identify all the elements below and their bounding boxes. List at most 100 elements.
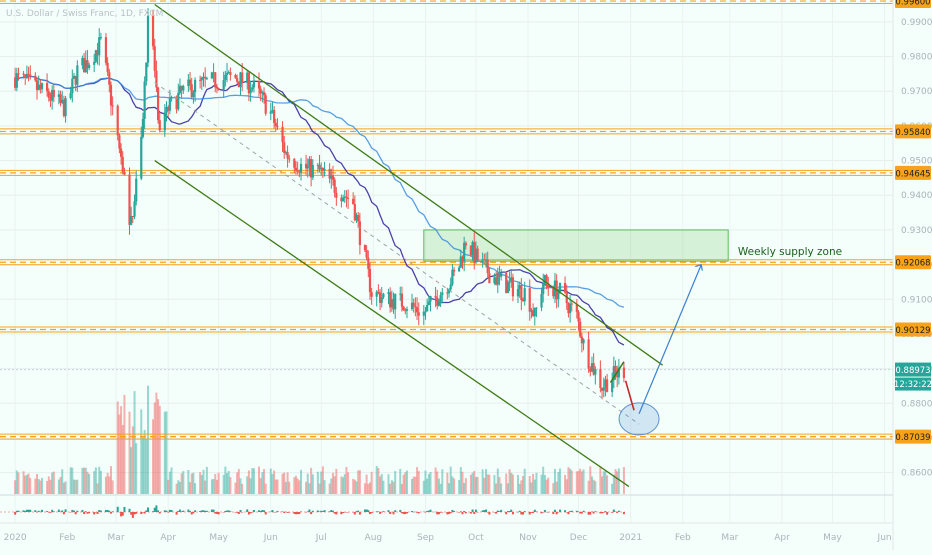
oscillator-bar [65,509,67,512]
candle-body [564,283,566,293]
candle-body [159,120,161,130]
volume-bar [17,473,19,494]
candle-body [283,142,285,153]
volume-bar [76,480,78,494]
candle-body [557,292,559,299]
oscillator-bar [171,510,173,512]
candle-body [286,152,288,158]
oscillator-bar [522,512,524,515]
candle-body [29,75,31,76]
volume-bar [623,467,625,494]
candle-body [440,295,442,303]
candle-body [122,157,124,172]
x-tick-label: Apr [160,533,176,543]
candle-body [357,215,359,221]
candle-body [441,292,443,295]
oscillator-bar [359,512,361,515]
candle-body [155,71,157,88]
x-tick-label: May [209,533,228,543]
oscillator-bar [246,509,248,512]
volume-bar [488,475,490,494]
volume-bar [382,481,384,494]
volume-bar [441,469,443,494]
candle-body [120,149,122,157]
oscillator-bar [63,512,65,514]
candle-body [588,339,590,368]
volume-bar [159,406,161,494]
candle-body [117,106,119,135]
oscillator-bar [83,512,85,514]
oscillator-bar [473,512,475,514]
x-tick-label: 2020 [4,533,27,543]
candle-body [569,304,571,314]
candle-body [335,193,337,198]
candle-body [534,308,536,316]
candle-body [112,105,114,106]
volume-bar [171,467,173,494]
oscillator-bar [29,510,31,512]
volume-bar [123,395,125,494]
candle-body [53,90,55,97]
candle-body [144,81,146,119]
x-tick-label: Dec [570,533,587,543]
candle-body [359,221,361,245]
candle-body [414,306,416,307]
volume-bar [535,473,537,494]
candle-body [192,92,194,97]
candle-body [606,379,608,392]
candle-body [201,78,203,81]
candle-body [334,180,336,193]
oscillator-bar [75,512,77,514]
volume-bar [65,481,67,494]
x-tick-label: Jun [877,533,892,543]
candle-body [413,303,415,307]
oscillator-bar [335,512,337,514]
level-price-text: 0.99600 [895,0,930,8]
candle-body [123,172,125,174]
candle-body [182,86,184,91]
volume-bar [477,477,479,494]
candle-body [520,285,522,300]
volume-bar [276,479,278,494]
candle-body [540,294,542,308]
volume-bar [253,468,255,494]
volume-bar [418,471,420,494]
candle-body [571,304,573,305]
candle-body [382,294,384,297]
candle-body [41,83,43,89]
candle-body [458,268,460,272]
candle-body [170,97,172,98]
volume-bar [206,467,208,494]
x-tick-label: Feb [59,533,75,543]
candle-body [70,93,72,98]
oscillator-bar [406,512,408,513]
volume-bar [618,468,620,494]
volume-bar [229,477,231,494]
candle-body [64,98,66,116]
oscillator-bar [128,509,130,512]
y-tick-label: 0.99000 [901,18,932,28]
candle-body [270,111,272,113]
oscillator-bar [46,511,48,512]
oscillator-bar [394,510,396,512]
volume-bar [359,470,361,494]
oscillator-bar [298,512,300,514]
volume-bar [241,484,243,494]
oscillator-bar [389,512,391,514]
x-tick-label: May [823,533,842,543]
candle-body [347,198,349,199]
candle-body [579,322,581,337]
volume-bar [583,469,585,494]
volume-bar [512,475,514,494]
candle-body [377,292,379,293]
candle-body [367,258,369,269]
volume-bar [53,472,55,494]
